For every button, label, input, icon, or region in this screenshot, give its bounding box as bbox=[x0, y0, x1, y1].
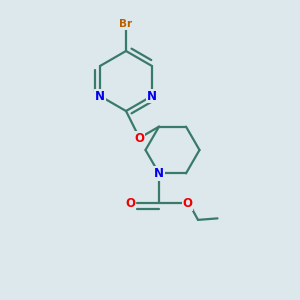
Text: O: O bbox=[182, 197, 193, 210]
Text: N: N bbox=[95, 89, 105, 103]
Text: Br: Br bbox=[119, 19, 133, 29]
Text: O: O bbox=[134, 131, 145, 145]
Text: N: N bbox=[154, 167, 164, 180]
Text: O: O bbox=[125, 197, 135, 210]
Text: N: N bbox=[147, 89, 157, 103]
